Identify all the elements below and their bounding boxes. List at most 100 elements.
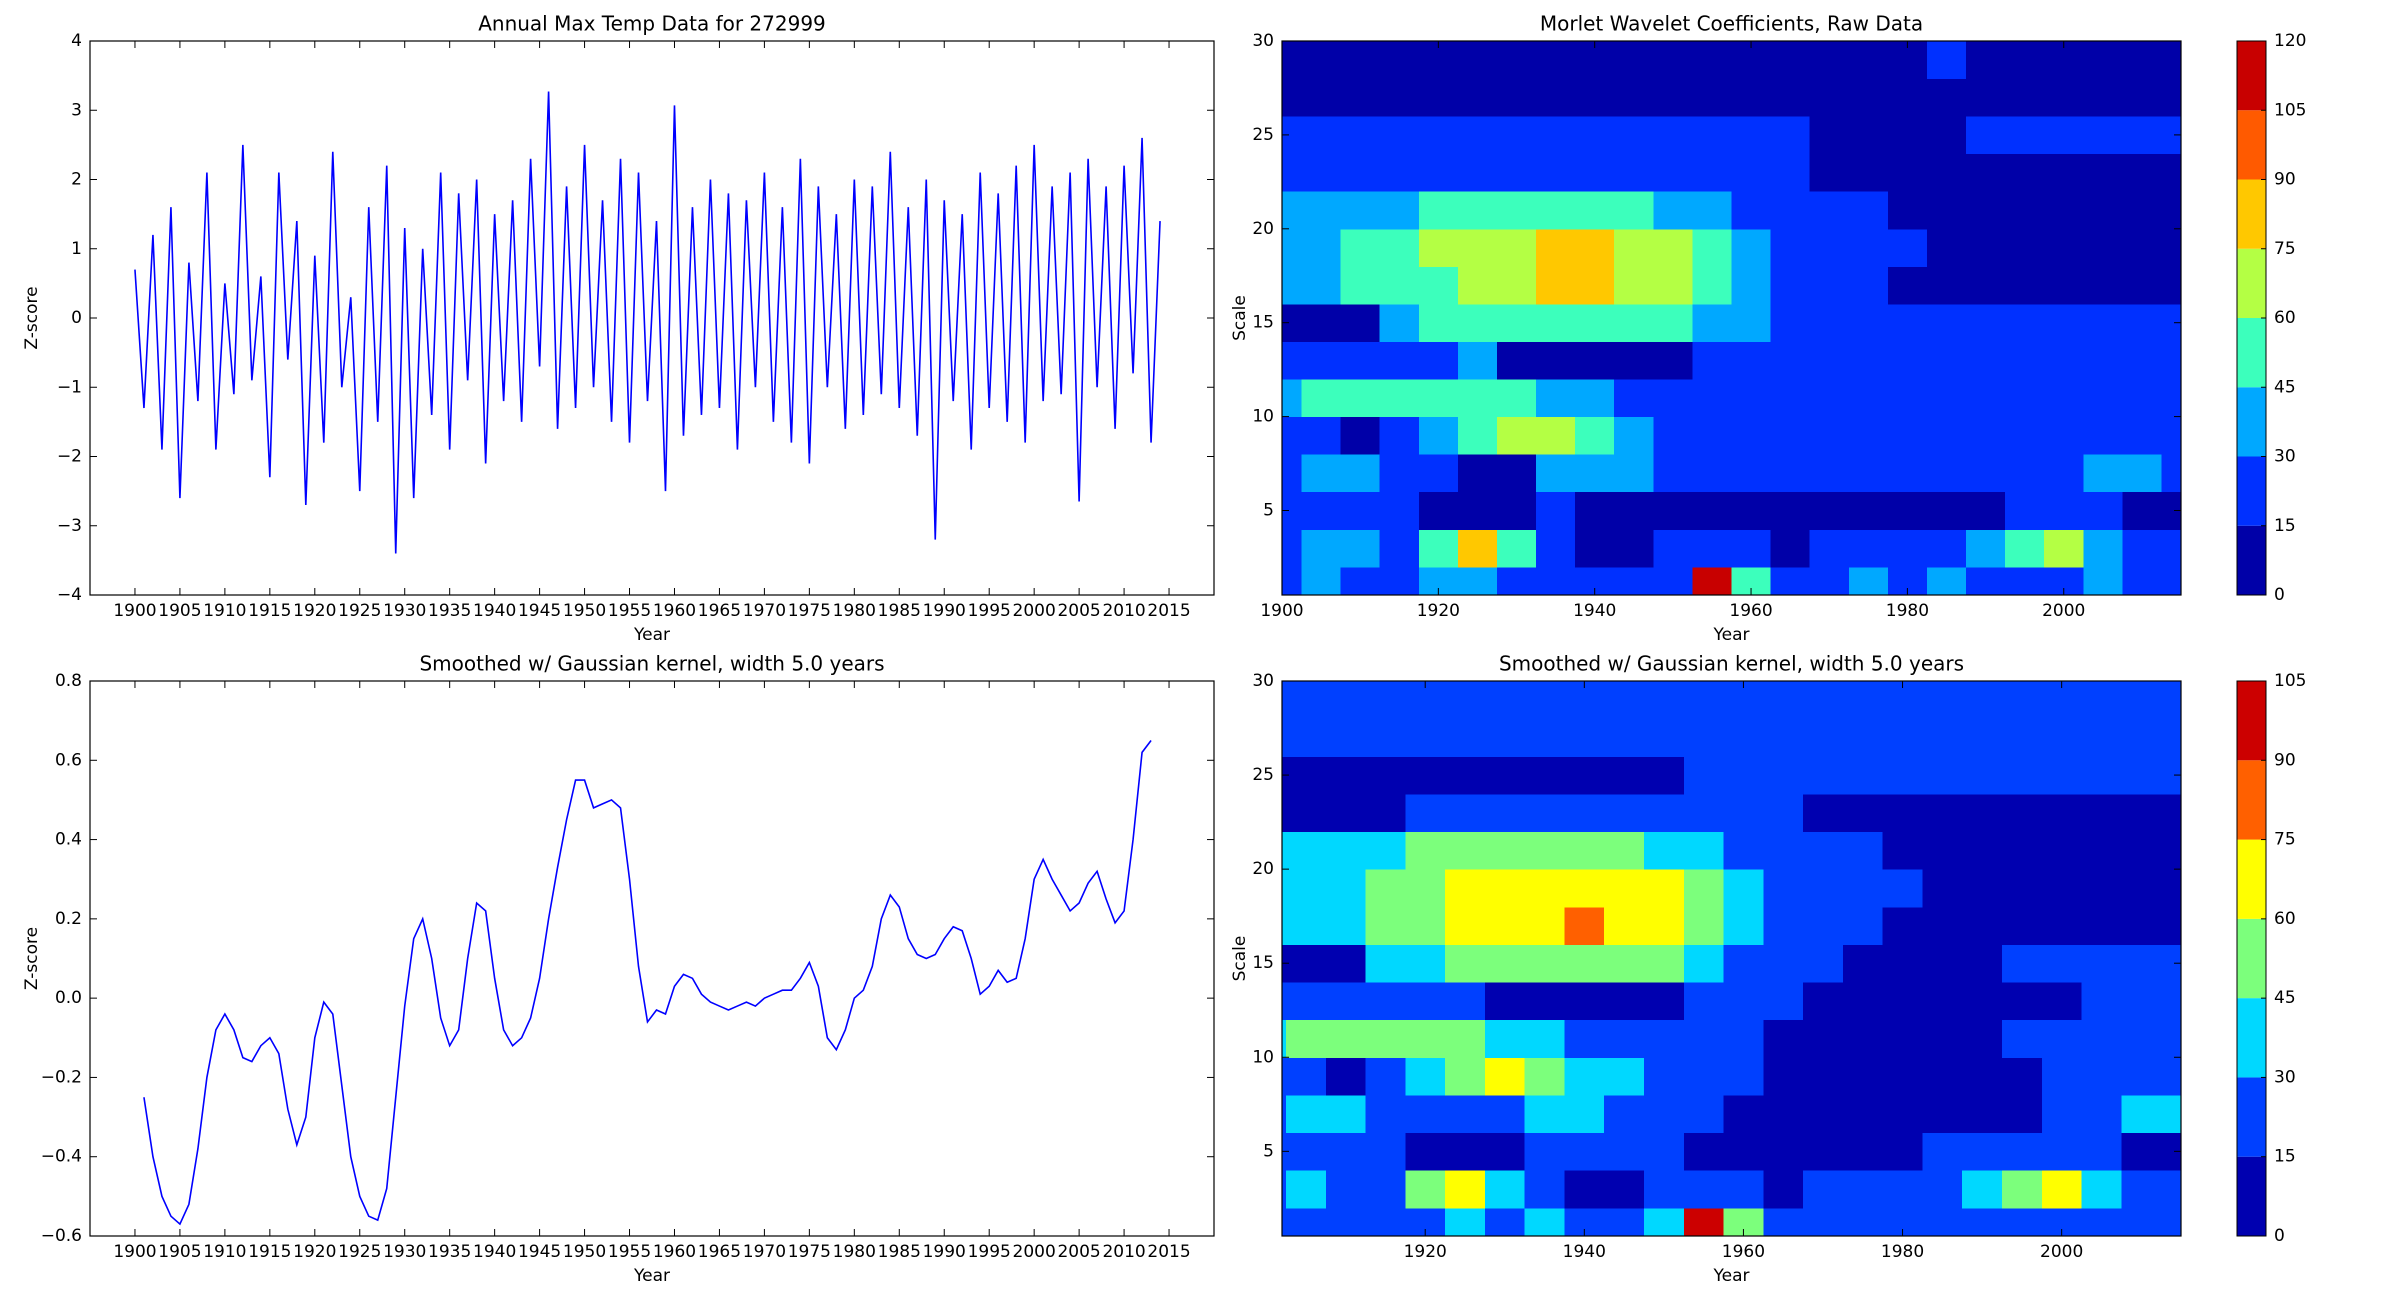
contour-cell [1604, 906, 1645, 945]
contour-cell [1282, 491, 1303, 530]
contour-cell [1536, 228, 1576, 267]
contour-cell [1966, 266, 2006, 305]
contour-cell [1962, 718, 2003, 757]
contour-cell [1692, 266, 1732, 305]
contour-cell [1564, 831, 1605, 870]
contour-cell [1962, 793, 2003, 833]
contour-cell [1524, 906, 1565, 945]
contour-cell [1536, 454, 1576, 493]
contour-cell [2083, 416, 2123, 455]
colorbar-band [2237, 918, 2266, 999]
y-tick-label: −0.2 [41, 1067, 82, 1087]
contour-cell [2044, 379, 2084, 418]
contour-cell [1731, 78, 1772, 117]
contour-cell [1848, 454, 1889, 493]
contour-cell [1418, 116, 1459, 155]
contour-cell [1723, 1057, 1764, 1096]
x-tick-label: 1960 [1729, 601, 1772, 621]
contour-cell [1524, 718, 1565, 757]
contour-cell [2121, 793, 2162, 833]
contour-cell [1301, 153, 1342, 192]
contour-cell [1282, 228, 1303, 267]
y-tick-label: 25 [1252, 765, 1274, 785]
contour-cell [1340, 341, 1381, 380]
contour-cell [1643, 756, 1685, 795]
contour-cell [1966, 491, 2006, 530]
contour-cell [1524, 1207, 1565, 1236]
y-tick-label: 10 [1252, 407, 1274, 427]
contour-cell [1966, 529, 2006, 568]
contour-cell [1926, 153, 1967, 192]
contour-cell [1770, 529, 1811, 568]
x-axis-label: Year [633, 1266, 670, 1286]
contour-cell [1405, 831, 1446, 870]
contour-cell [1763, 756, 1804, 795]
contour-cell [1301, 341, 1342, 380]
contour-cell [2081, 869, 2122, 908]
contour-cell [1731, 191, 1772, 230]
contour-cell [1643, 869, 1685, 908]
contour-cell [2121, 982, 2162, 1021]
y-tick-label: 3 [71, 100, 82, 120]
contour-cell [1418, 416, 1459, 455]
contour-cell [1882, 944, 1923, 983]
contour-cell [1803, 681, 1844, 720]
contour-cell [1496, 41, 1537, 80]
contour-cell [1614, 529, 1654, 568]
contour-cell [1484, 681, 1526, 720]
x-tick-label: 1945 [518, 601, 561, 621]
contour-cell [1325, 681, 1367, 720]
contour-cell [2161, 454, 2181, 493]
contour-cell [1457, 228, 1498, 267]
contour-cell [1882, 718, 1923, 757]
contour-cell [1763, 1094, 1804, 1134]
x-axis-label: Year [1713, 1266, 1750, 1286]
contour-cell [1848, 341, 1889, 380]
contour-cell [1926, 341, 1967, 380]
contour-cell [2161, 793, 2181, 833]
contour-cell [2161, 718, 2181, 757]
contour-cell [1445, 718, 1486, 757]
contour-cell [1842, 906, 1884, 945]
x-tick-label: 2005 [1057, 601, 1100, 621]
contour-cell [2081, 681, 2122, 720]
colorbar-frame [2236, 40, 2267, 596]
contour-cell [1604, 1019, 1645, 1058]
contour-cell [1457, 491, 1498, 530]
contour-cell [1614, 153, 1654, 192]
contour-cell [2081, 1019, 2122, 1058]
contour-cell [1418, 78, 1459, 117]
y-tick-label: 1 [71, 239, 82, 259]
colorbar-label: 30 [2274, 1067, 2296, 1087]
colorbar-label: 0 [2274, 1226, 2285, 1246]
contour-cell [1301, 416, 1342, 455]
contour-cell [1575, 228, 1615, 267]
contour-cell [1496, 416, 1537, 455]
contour-cell [1922, 1132, 1963, 1171]
contour-cell [2122, 266, 2162, 305]
contour-cell [1604, 1207, 1645, 1236]
contour-cell [1418, 228, 1459, 267]
contour-cell [2121, 1094, 2162, 1134]
x-tick-label: 1910 [203, 1242, 246, 1262]
contour-cell [1966, 153, 2006, 192]
contour-cell [1325, 1019, 1367, 1058]
contour-cell [1285, 831, 1327, 870]
contour-cell [1340, 454, 1381, 493]
contour-cell [1643, 793, 1685, 833]
contour-cell [1405, 756, 1446, 795]
contour-cell [1457, 416, 1498, 455]
contour-cell [1564, 1057, 1605, 1096]
contour-cell [2001, 982, 2043, 1021]
x-tick-label: 1945 [518, 1242, 561, 1262]
contour-cell [1803, 831, 1844, 870]
contour-cell [1484, 1057, 1526, 1096]
contour-cell [2081, 1170, 2122, 1209]
contour-cell [1282, 1019, 1287, 1058]
contour-cell [1842, 831, 1884, 870]
contour-cell [1282, 454, 1303, 493]
contour-cell [1692, 78, 1732, 117]
y-tick-label: 0.2 [55, 909, 82, 929]
contour-cell [1445, 756, 1486, 795]
contour-cell [1484, 944, 1526, 983]
